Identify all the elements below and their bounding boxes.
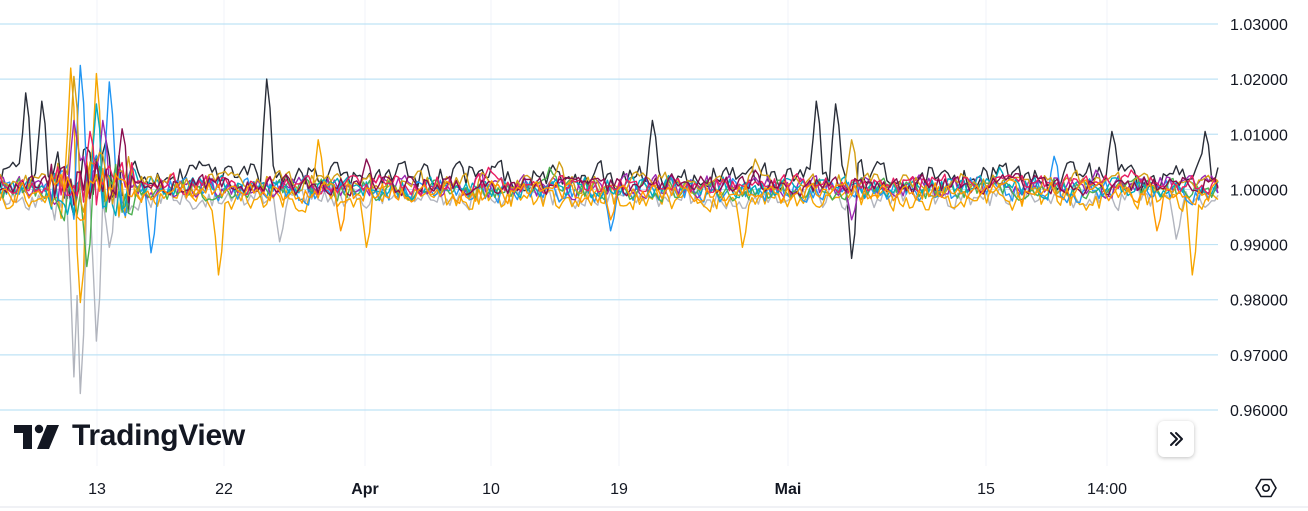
series-line (0, 119, 1219, 221)
series-line (0, 128, 1219, 206)
tradingview-logo-icon (14, 424, 59, 449)
series-line (0, 78, 1219, 260)
vertical-gridlines (96, 0, 1108, 466)
settings-icon (1255, 478, 1277, 498)
time-tick-label: Apr (351, 481, 379, 498)
price-tick-label: 1.01000 (1230, 127, 1288, 144)
time-tick-label: 15 (977, 481, 995, 498)
time-axis[interactable]: 13 22 Apr 10 19 Mai 15 14:00 (88, 481, 1127, 498)
double-chevron-right-icon (1170, 432, 1183, 446)
time-tick-label: 19 (610, 481, 628, 498)
price-tick-label: 0.96000 (1230, 403, 1288, 420)
series-line (0, 167, 1219, 232)
chart-settings-button[interactable] (1253, 475, 1279, 501)
series-line (0, 64, 1219, 254)
price-tick-label: 1.03000 (1230, 17, 1288, 34)
time-tick-label: 22 (215, 481, 233, 498)
tradingview-logo[interactable]: TradingView (14, 416, 245, 456)
series-layer (0, 64, 1219, 395)
time-tick-label: 13 (88, 481, 106, 498)
tradingview-wordmark: TradingView (72, 419, 245, 452)
scroll-to-realtime-button[interactable] (1158, 421, 1194, 457)
price-axis[interactable]: 1.03000 1.02000 1.01000 1.00000 0.99000 0.980… (1230, 17, 1288, 420)
price-tick-label: 0.99000 (1230, 238, 1288, 255)
price-tick-label: 1.02000 (1230, 72, 1288, 89)
time-tick-label: 10 (482, 481, 500, 498)
price-tick-label: 0.97000 (1230, 348, 1288, 365)
time-tick-label: 14:00 (1087, 481, 1127, 498)
time-tick-label: Mai (775, 481, 802, 498)
price-tick-label: 0.98000 (1230, 293, 1288, 310)
price-tick-label: 1.00000 (1230, 182, 1288, 199)
